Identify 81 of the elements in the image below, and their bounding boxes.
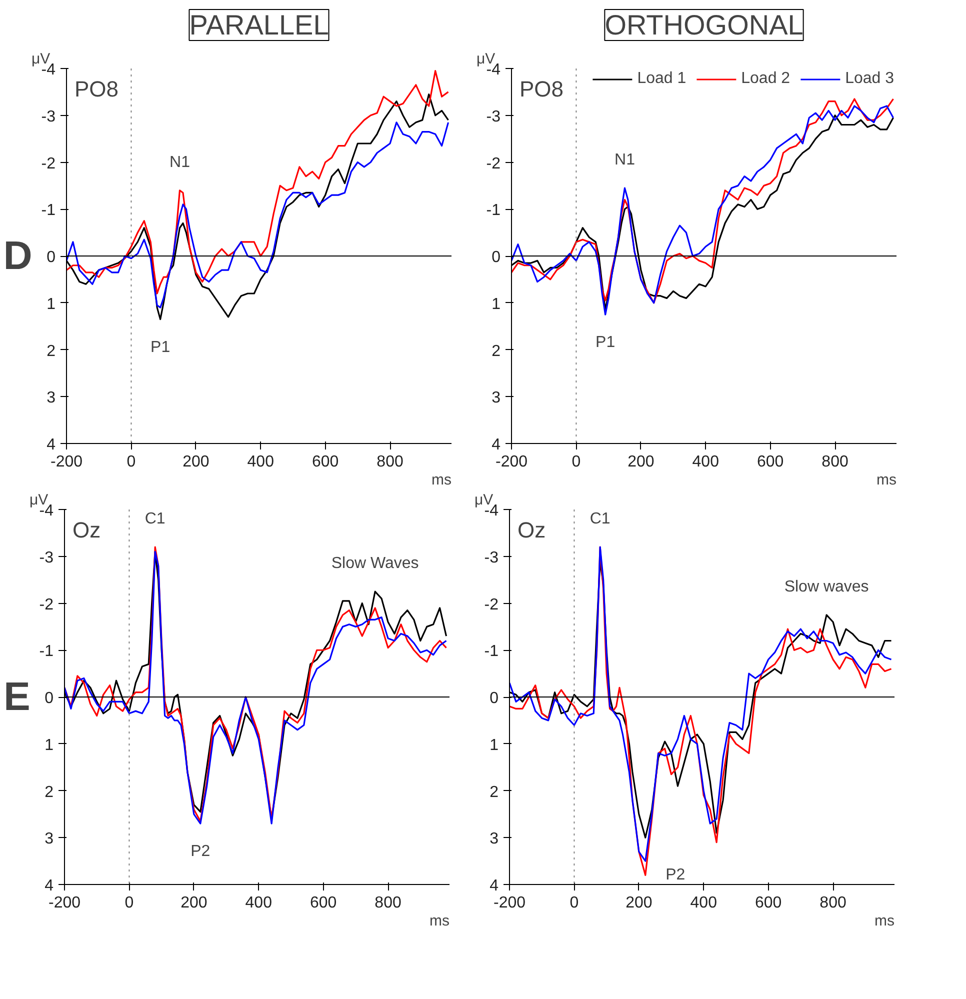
y-tick-label: -2	[486, 155, 501, 172]
y-tick-label: -2	[484, 596, 499, 614]
annotation: PO8	[520, 76, 564, 102]
y-tick-label: 4	[46, 436, 56, 454]
y-tick-label: 2	[492, 342, 501, 360]
annotation: Oz	[518, 518, 546, 542]
x-axis-title: ms	[876, 472, 897, 488]
x-tick-label: 600	[754, 894, 782, 912]
y-tick-label: -1	[41, 202, 56, 220]
x-axis-title: ms	[430, 912, 450, 930]
y-tick-label: 3	[490, 830, 499, 848]
y-tick-label: 1	[490, 736, 499, 754]
x-axis-title: ms	[432, 472, 452, 488]
y-tick-label: 3	[46, 390, 56, 407]
x-tick-label: 0	[572, 454, 581, 470]
annotation: P2	[190, 843, 210, 860]
y-tick-label: -1	[39, 643, 54, 660]
y-tick-label: 1	[492, 296, 501, 313]
text: D	[3, 234, 32, 278]
annotation: Slow Waves	[331, 555, 419, 572]
y-tick-label: -2	[41, 155, 56, 172]
text: E	[4, 675, 30, 719]
y-tick-label: 3	[492, 390, 501, 407]
x-tick-label: 0	[124, 894, 134, 912]
x-tick-label: 800	[376, 454, 404, 470]
y-tick-label: 0	[46, 249, 56, 266]
y-tick-label: 0	[44, 690, 54, 707]
y-tick-label: 4	[492, 436, 501, 454]
y-tick-label: -1	[486, 202, 501, 220]
annotation: N1	[170, 154, 190, 171]
x-tick-label: 400	[692, 454, 720, 470]
legend-label: Load 2	[741, 70, 790, 88]
x-tick-label: 200	[182, 454, 210, 470]
y-tick-label: 2	[46, 342, 56, 360]
x-tick-label: 0	[126, 454, 136, 470]
annotation: Oz	[72, 518, 101, 542]
legend-label: Load 1	[637, 70, 686, 88]
x-axis-title: ms	[874, 912, 895, 930]
y-tick-label: -3	[39, 549, 54, 566]
y-tick-label: -3	[486, 108, 501, 126]
x-tick-label: 400	[245, 894, 272, 912]
x-tick-label: 800	[374, 894, 402, 912]
y-tick-label: -1	[484, 643, 499, 660]
y-tick-label: 2	[44, 784, 54, 801]
y-tick-label: 4	[44, 878, 54, 894]
y-tick-label: 4	[490, 878, 499, 894]
y-tick-label: 0	[490, 690, 499, 707]
y-tick-label: -3	[484, 549, 499, 566]
y-tick-label: 3	[44, 830, 54, 848]
x-tick-label: 800	[820, 894, 846, 912]
x-tick-label: 200	[628, 454, 654, 470]
y-tick-label: 0	[492, 249, 501, 266]
annotation: Slow waves	[784, 578, 869, 596]
x-tick-label: -200	[50, 454, 83, 470]
chart-title: PARALLEL	[189, 10, 329, 40]
x-tick-label: 0	[570, 894, 579, 912]
y-tick-label: 2	[490, 784, 499, 801]
legend-label: Load 3	[845, 70, 894, 88]
x-tick-label: 400	[247, 454, 274, 470]
annotation: P1	[596, 334, 616, 352]
y-tick-label: 1	[46, 296, 56, 313]
annotation: C1	[590, 510, 610, 528]
annotation: P1	[150, 338, 170, 356]
x-tick-label: -200	[493, 894, 526, 912]
x-tick-label: 600	[756, 454, 784, 470]
x-tick-label: -200	[495, 454, 528, 470]
x-tick-label: 400	[690, 894, 718, 912]
y-tick-label: 1	[44, 736, 54, 754]
x-tick-label: 800	[822, 454, 848, 470]
x-tick-label: 600	[312, 454, 339, 470]
x-tick-label: 600	[310, 894, 337, 912]
annotation: C1	[144, 510, 166, 528]
x-tick-label: 200	[626, 894, 652, 912]
y-tick-label: -3	[41, 108, 56, 126]
annotation: P2	[666, 866, 686, 884]
annotation: N1	[614, 152, 636, 169]
chart-title: ORTHOGONAL	[604, 10, 804, 40]
annotation: PO8	[74, 76, 119, 102]
x-tick-label: 200	[180, 894, 208, 912]
x-tick-label: -200	[48, 894, 81, 912]
y-tick-label: -2	[39, 596, 54, 614]
